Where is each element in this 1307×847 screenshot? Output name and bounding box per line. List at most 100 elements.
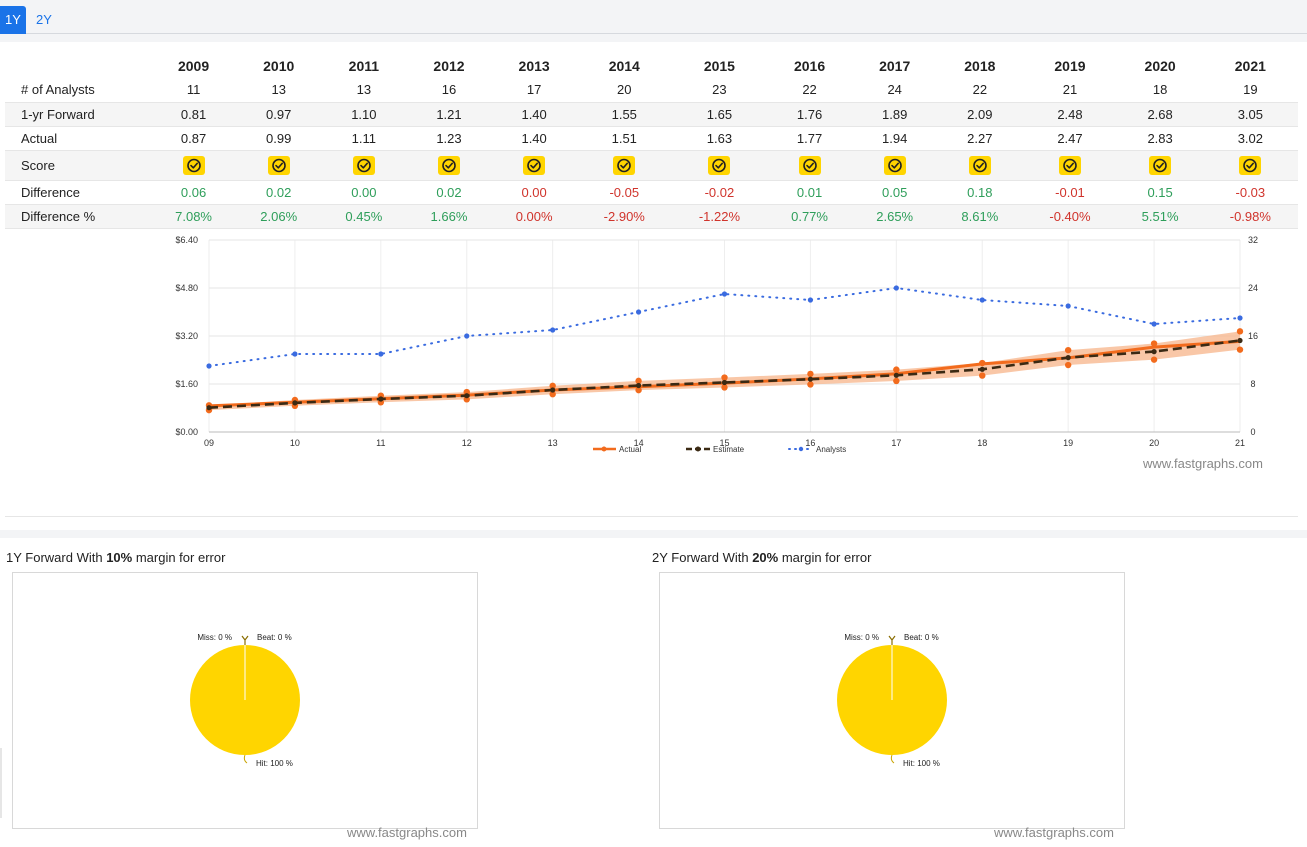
pie-2y-chart: Miss: 0 % Beat: 0 % Hit: 100 % — [837, 633, 947, 768]
score-check-icon — [1149, 155, 1172, 175]
difference-cell: 0.18 — [937, 180, 1023, 205]
y-right-tick-label: 32 — [1248, 235, 1258, 245]
analysts-cell: 22 — [937, 78, 1023, 103]
legend-analysts-label: Analysts — [816, 445, 846, 454]
estimate-point — [979, 366, 985, 372]
year-header: 2012 — [433, 58, 465, 74]
x-tick-label: 11 — [376, 438, 385, 448]
y-left-tick-label: $1.60 — [175, 379, 198, 389]
pie-1y-title-suffix: margin for error — [132, 550, 226, 565]
difference-cell: 0.02 — [406, 180, 492, 205]
year-header: 2009 — [177, 58, 210, 74]
actual-cell: 2.47 — [1022, 126, 1118, 151]
difference-cell: 0.01 — [766, 180, 853, 205]
year-header: 2014 — [608, 58, 640, 74]
score-cell — [852, 150, 938, 181]
difference-pct-cell: 0.77% — [766, 204, 853, 229]
estimates-table: 2009 2010 2011 2012 2013 2014 2015 2016 … — [5, 54, 1298, 229]
x-tick-label: 16 — [805, 438, 815, 448]
pie-2y-watermark: www.fastgraphs.com — [994, 825, 1114, 840]
tab-1y[interactable]: 1Y — [0, 6, 26, 34]
y-left-tick-label: $3.20 — [175, 331, 198, 341]
difference-pct-cell: 7.08% — [151, 204, 237, 229]
difference-pct-cell: -2.90% — [576, 204, 672, 229]
left-edge-line — [0, 748, 2, 818]
pie-leader-top — [241, 635, 249, 645]
score-row: Score — [5, 150, 1298, 181]
analysts-cell: 21 — [1022, 78, 1118, 103]
analysts-point — [378, 351, 384, 357]
y-right-tick-label: 16 — [1248, 331, 1258, 341]
actual-row: Actual 0.87 0.99 1.11 1.23 1.40 1.51 1.6… — [5, 126, 1298, 151]
band-lower-point — [635, 386, 642, 394]
score-check-icon — [968, 155, 991, 175]
pie-leader-bottom — [890, 754, 895, 764]
score-check-icon — [182, 155, 205, 175]
tab-2y[interactable]: 2Y — [36, 12, 52, 27]
row-label-forward: 1-yr Forward — [5, 102, 151, 127]
y-left-tick-label: $6.40 — [175, 235, 198, 245]
forward-row: 1-yr Forward 0.81 0.97 1.10 1.21 1.40 1.… — [5, 102, 1298, 127]
score-check-icon — [883, 155, 906, 175]
forward-cell: 1.21 — [406, 102, 492, 127]
forward-cell: 2.09 — [937, 102, 1023, 127]
year-header: 2017 — [879, 58, 911, 74]
score-cell — [236, 150, 322, 181]
pie-label-miss: Miss: 0 % — [197, 633, 232, 642]
analysts-cell: 16 — [406, 78, 492, 103]
x-tick-label: 15 — [719, 438, 729, 448]
estimate-point — [893, 372, 899, 378]
score-cell — [1022, 150, 1118, 181]
x-tick-label: 18 — [977, 438, 987, 448]
score-check-icon — [352, 155, 375, 175]
y-right-tick-label: 8 — [1250, 379, 1255, 389]
forward-cell: 2.48 — [1022, 102, 1118, 127]
score-cell — [406, 150, 492, 181]
difference-pct-cell: 1.66% — [406, 204, 492, 229]
band-lower-point — [807, 381, 814, 388]
analysts-cell: 11 — [151, 78, 237, 103]
x-tick-label: 19 — [1063, 438, 1073, 448]
y-left-tick-label: $4.80 — [175, 283, 198, 293]
pie-1y-watermark: www.fastgraphs.com — [347, 825, 467, 840]
pie-1y-panel: Miss: 0 % Beat: 0 % Hit: 100 % — [12, 572, 478, 829]
estimate-point — [635, 382, 642, 389]
pie-label-hit: Hit: 100 % — [256, 759, 293, 768]
score-check-icon — [1058, 155, 1081, 175]
analysts-point — [721, 291, 728, 297]
forward-cell: 0.81 — [151, 102, 237, 127]
band-upper-point — [1064, 346, 1072, 354]
year-header-row: 2009 2010 2011 2012 2013 2014 2015 2016 … — [5, 54, 1298, 78]
actual-cell: 1.77 — [766, 126, 853, 151]
pie-2y-panel: Miss: 0 % Beat: 0 % Hit: 100 % — [659, 572, 1125, 829]
difference-pct-cell: 2.06% — [236, 204, 322, 229]
year-header: 2010 — [263, 58, 295, 74]
band-lower-point — [1236, 346, 1244, 353]
difference-cell: -0.05 — [576, 180, 672, 205]
score-check-icon — [798, 155, 821, 175]
pie-label-miss: Miss: 0 % — [844, 633, 879, 642]
estimate-point — [1237, 337, 1243, 344]
difference-pct-row: Difference % 7.08% 2.06% 0.45% 1.66% 0.0… — [5, 204, 1298, 229]
band-lower-point — [1064, 361, 1072, 369]
year-header: 2013 — [518, 58, 550, 74]
band-upper-point — [807, 370, 814, 378]
pie-leader-top — [888, 635, 896, 645]
forward-cell: 2.68 — [1117, 102, 1203, 127]
legend-estimate-marker — [695, 446, 701, 452]
band-upper-point — [1236, 328, 1244, 335]
difference-cell: -0.01 — [1022, 180, 1118, 205]
x-tick-label: 21 — [1235, 438, 1245, 448]
y-right-tick-label: 24 — [1248, 283, 1258, 293]
band-lower-point — [893, 377, 900, 385]
estimate-point — [807, 376, 814, 382]
actual-cell: 0.99 — [236, 126, 322, 151]
analysts-cell: 22 — [766, 78, 853, 103]
score-check-icon — [613, 155, 636, 175]
analysts-point — [550, 327, 556, 333]
difference-pct-cell: 8.61% — [937, 204, 1023, 229]
analysts-row: # of Analysts 11 13 13 16 17 20 23 22 24… — [5, 78, 1298, 103]
section-divider — [0, 530, 1307, 538]
section-separator — [5, 516, 1298, 517]
row-label-score: Score — [5, 150, 151, 181]
